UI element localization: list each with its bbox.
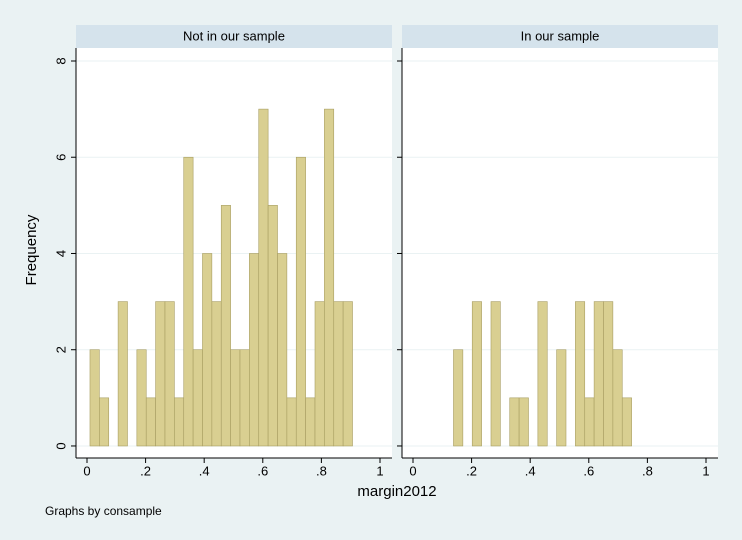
bar <box>621 397 632 447</box>
bar <box>277 253 288 447</box>
bar <box>249 253 260 447</box>
bar <box>342 301 353 447</box>
strip <box>76 25 392 48</box>
bar <box>333 301 344 447</box>
strip <box>402 25 718 48</box>
note: Graphs by consample <box>45 504 162 518</box>
bar <box>202 253 213 447</box>
bar <box>584 397 595 447</box>
bar <box>509 397 520 447</box>
bar <box>267 205 278 447</box>
x-tick-label: .2 <box>140 463 151 478</box>
bar <box>612 349 623 447</box>
bar <box>117 301 128 447</box>
x-tick-label: 1 <box>702 463 709 478</box>
x-tick-label: .4 <box>199 463 210 478</box>
panel-title: Not in our sample <box>183 28 285 43</box>
bar <box>537 301 548 447</box>
bar <box>295 156 306 447</box>
bar <box>314 301 325 447</box>
x-axis-label: margin2012 <box>357 483 436 500</box>
x-tick-label: 0 <box>83 463 90 478</box>
x-tick-label: .2 <box>466 463 477 478</box>
bar <box>324 108 335 447</box>
bar <box>258 108 269 447</box>
bar <box>286 397 297 447</box>
bar <box>89 349 100 447</box>
bar <box>136 349 147 447</box>
x-tick-label: .8 <box>642 463 653 478</box>
bar <box>230 349 241 447</box>
bar <box>603 301 614 447</box>
y-tick-label: 4 <box>53 250 68 257</box>
bar <box>453 349 464 447</box>
bar <box>575 301 586 447</box>
x-tick-label: .8 <box>316 463 327 478</box>
bar <box>192 349 203 447</box>
y-axis-label: Frequency <box>23 214 40 285</box>
bar <box>239 349 250 447</box>
bar <box>220 205 231 447</box>
bar <box>145 397 156 447</box>
y-tick-label: 6 <box>53 154 68 161</box>
bar <box>183 156 194 447</box>
y-tick-label: 8 <box>53 57 68 64</box>
x-tick-label: .6 <box>583 463 594 478</box>
x-tick-label: 0 <box>409 463 416 478</box>
bar <box>593 301 604 447</box>
y-tick-label: 2 <box>53 346 68 353</box>
bar <box>471 301 482 447</box>
bar <box>490 301 501 447</box>
bar <box>556 349 567 447</box>
x-tick-label: .4 <box>525 463 536 478</box>
panel-title: In our sample <box>521 28 600 43</box>
x-tick-label: 1 <box>376 463 383 478</box>
y-tick-label: 0 <box>53 442 68 449</box>
bar <box>211 301 222 447</box>
bar <box>164 301 175 447</box>
bar <box>99 397 110 447</box>
bar <box>305 397 316 447</box>
bar <box>155 301 166 447</box>
bar <box>174 397 185 447</box>
x-tick-label: .6 <box>257 463 268 478</box>
bar <box>518 397 529 447</box>
